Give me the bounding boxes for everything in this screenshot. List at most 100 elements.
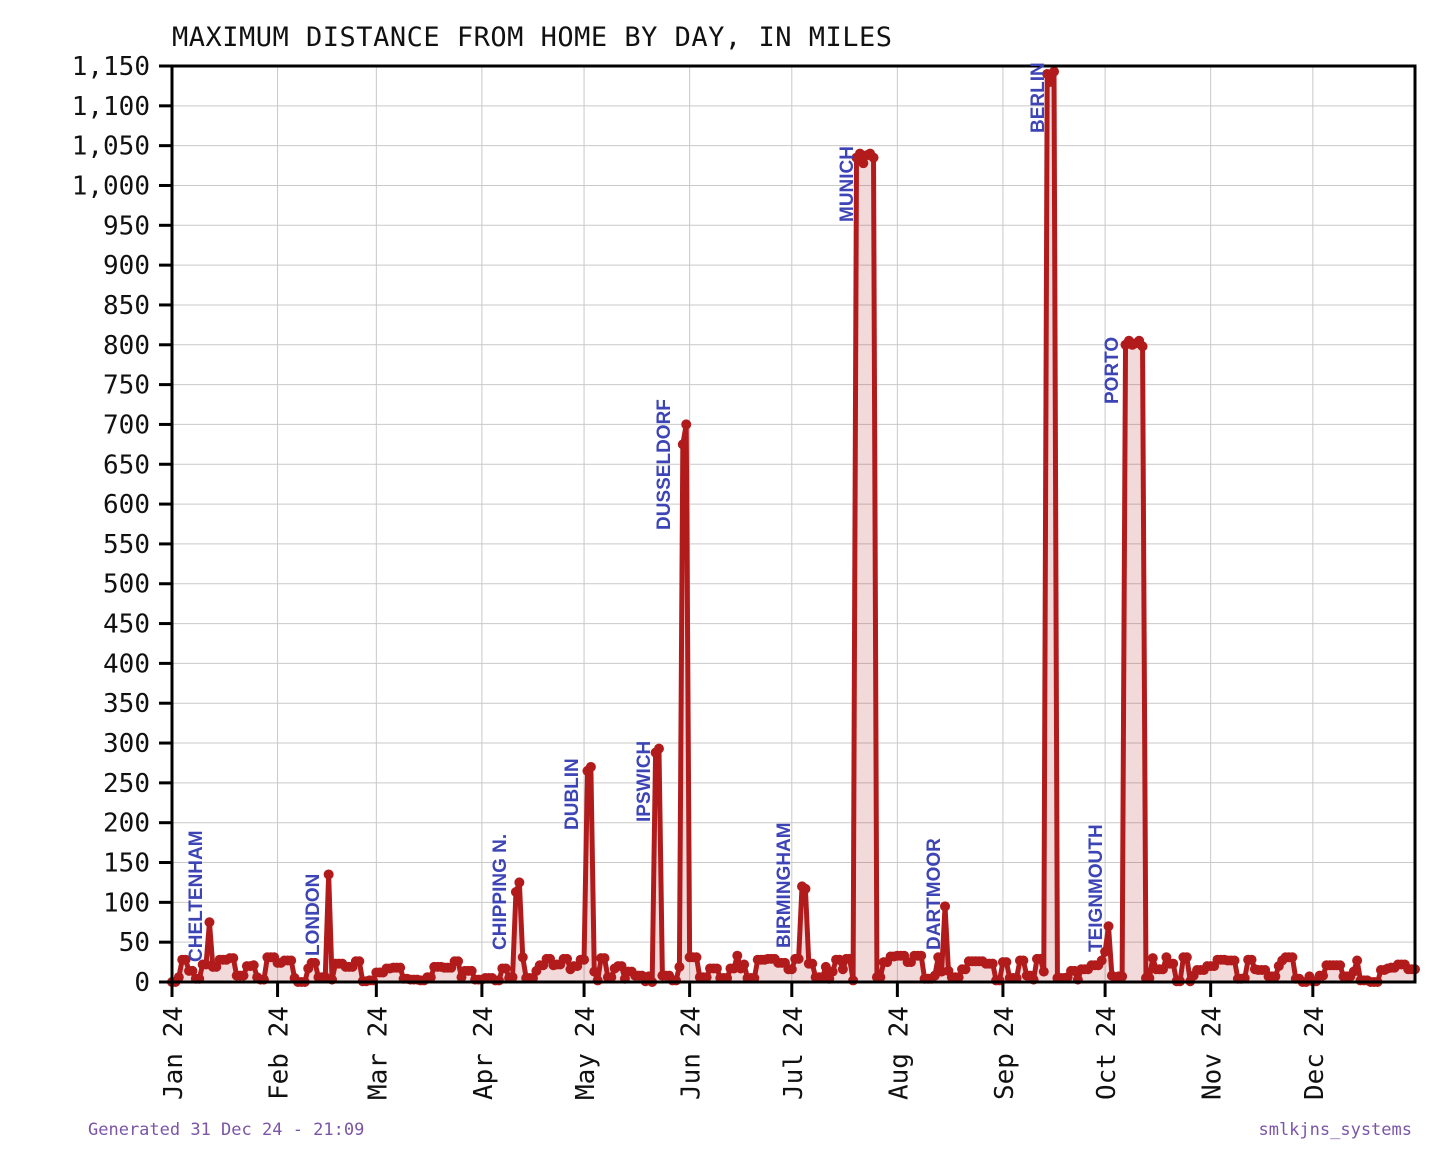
peak-label: LONDON bbox=[303, 874, 324, 956]
y-tick-label: 400 bbox=[103, 649, 150, 679]
y-tick-label: 250 bbox=[103, 769, 150, 799]
data-point bbox=[173, 972, 184, 983]
data-point bbox=[425, 972, 436, 983]
data-point bbox=[310, 957, 321, 968]
x-tick-label: Oct 24 bbox=[1092, 1006, 1122, 1100]
data-point bbox=[674, 961, 685, 972]
y-tick-label: 950 bbox=[103, 211, 150, 241]
data-point bbox=[589, 966, 600, 977]
data-point bbox=[671, 975, 682, 986]
y-tick-label: 450 bbox=[103, 610, 150, 640]
x-tick-label: Jan 24 bbox=[159, 1006, 189, 1100]
data-point bbox=[858, 158, 869, 169]
data-point bbox=[1001, 957, 1012, 968]
generated-timestamp: Generated 31 Dec 24 - 21:09 bbox=[88, 1120, 365, 1140]
peak-annotations: CHELTENHAM LONDON CHIPPING N. DUBLIN IPSWICH… bbox=[186, 62, 1123, 962]
data-point bbox=[1168, 958, 1179, 969]
x-tick-label: Jul 24 bbox=[779, 1006, 809, 1100]
data-point bbox=[793, 953, 804, 964]
y-tick-label: 850 bbox=[103, 291, 150, 321]
y-tick-label: 600 bbox=[103, 490, 150, 520]
data-point bbox=[807, 958, 818, 969]
x-tick-label: Jun 24 bbox=[677, 1006, 707, 1100]
data-point bbox=[606, 972, 617, 983]
data-point bbox=[1045, 76, 1056, 87]
data-point bbox=[953, 972, 964, 983]
data-point bbox=[868, 152, 879, 163]
data-point bbox=[517, 952, 528, 963]
y-tick-label: 1,050 bbox=[72, 132, 150, 162]
y-tick-label: 750 bbox=[103, 371, 150, 401]
data-point bbox=[1137, 341, 1148, 352]
data-point bbox=[500, 963, 511, 974]
y-tick-label: 350 bbox=[103, 689, 150, 719]
x-tick-labels: Jan 24 Feb 24 Mar 24 Apr 24 May 24 Jun 24 Jul … bbox=[159, 1006, 1330, 1100]
data-point bbox=[507, 972, 518, 983]
grid-lines bbox=[171, 65, 1415, 983]
data-point bbox=[1335, 960, 1346, 971]
x-tick-label: Apr 24 bbox=[469, 1006, 499, 1100]
axis-ticks bbox=[159, 64, 1315, 997]
x-tick-label: Dec 24 bbox=[1300, 1006, 1330, 1100]
data-point bbox=[286, 955, 297, 966]
data-point bbox=[453, 956, 464, 967]
y-tick-label: 650 bbox=[103, 450, 150, 480]
chart-title: MAXIMUM DISTANCE FROM HOME BY DAY, IN MI… bbox=[172, 22, 893, 53]
data-point bbox=[848, 975, 859, 986]
data-point bbox=[701, 972, 712, 983]
y-tick-label: 100 bbox=[103, 888, 150, 918]
data-point bbox=[711, 963, 722, 974]
x-tick-label: Nov 24 bbox=[1198, 1006, 1228, 1100]
data-point bbox=[681, 419, 692, 430]
axis-spines bbox=[170, 64, 1417, 984]
data-point bbox=[395, 962, 406, 973]
peak-label: PORTO bbox=[1102, 337, 1123, 404]
data-point bbox=[510, 886, 521, 897]
data-point bbox=[844, 953, 855, 964]
peak-label: DUSSELDORF bbox=[654, 399, 675, 530]
data-point bbox=[579, 954, 590, 965]
x-tick-label: Feb 24 bbox=[265, 1006, 295, 1100]
data-point bbox=[732, 950, 743, 961]
data-point bbox=[1018, 955, 1029, 966]
plot-border bbox=[170, 64, 1417, 984]
peak-label: DUBLIN bbox=[562, 758, 583, 830]
data-point bbox=[786, 964, 797, 975]
data-point bbox=[739, 959, 750, 970]
data-point bbox=[616, 961, 627, 972]
data-point bbox=[1049, 66, 1060, 77]
data-point bbox=[837, 964, 848, 975]
data-point bbox=[204, 917, 215, 928]
data-point bbox=[916, 950, 927, 961]
peak-label: BERLIN bbox=[1028, 62, 1049, 133]
x-tick-label: Mar 24 bbox=[363, 1006, 393, 1100]
peak-label: IPSWICH bbox=[634, 741, 655, 822]
data-point bbox=[514, 877, 525, 888]
peak-label: BIRMINGHAM bbox=[774, 822, 795, 948]
peak-label: DARTMOOR bbox=[924, 838, 945, 950]
data-point bbox=[1038, 966, 1049, 977]
y-tick-label: 50 bbox=[119, 928, 150, 958]
data-point bbox=[1348, 966, 1359, 977]
data-point bbox=[1181, 952, 1192, 963]
data-point bbox=[228, 953, 239, 964]
brand-text: smlkjns_systems bbox=[1258, 1120, 1412, 1140]
data-point bbox=[1287, 952, 1298, 963]
data-point bbox=[1096, 955, 1107, 966]
y-tick-label: 1,100 bbox=[72, 92, 150, 122]
data-point bbox=[875, 972, 886, 983]
peak-label: CHELTENHAM bbox=[186, 830, 207, 962]
data-point bbox=[1100, 946, 1111, 957]
data-point bbox=[677, 439, 688, 450]
peak-label: MUNICH bbox=[837, 146, 858, 222]
data-point bbox=[1103, 921, 1114, 932]
peak-label: CHIPPING N. bbox=[490, 834, 511, 950]
y-tick-label: 700 bbox=[103, 410, 150, 440]
data-point bbox=[562, 953, 573, 964]
data-point bbox=[592, 975, 603, 986]
data-point bbox=[187, 965, 198, 976]
data-point bbox=[1352, 955, 1363, 966]
data-point bbox=[466, 965, 477, 976]
